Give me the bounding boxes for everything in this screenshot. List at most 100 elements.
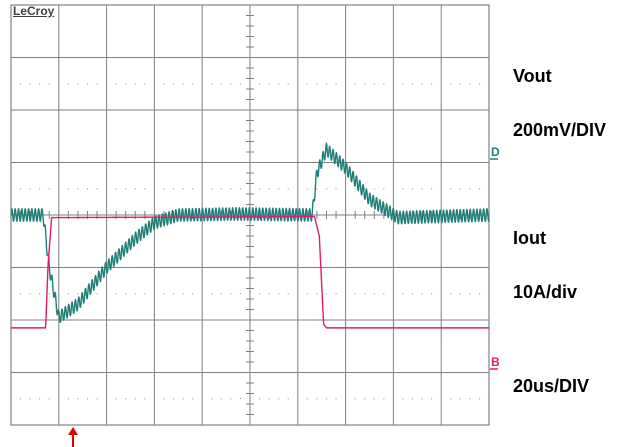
vout-scale-label: 200mV/DIV [513, 120, 607, 140]
grid-dot [364, 83, 366, 85]
grid-dot [220, 83, 222, 85]
grid-dot [459, 398, 461, 400]
grid-dot [29, 398, 31, 400]
grid-dot [268, 398, 270, 400]
grid-dot [220, 293, 222, 295]
grid-dot [230, 293, 232, 295]
grid-dot [383, 293, 385, 295]
channel-b-marker: B [491, 355, 500, 369]
grid-dot [239, 83, 242, 85]
grid-dot [163, 293, 165, 295]
grid-dot [144, 188, 146, 190]
grid-dot [421, 293, 423, 295]
grid-dot [29, 293, 31, 295]
grid-dot [19, 83, 22, 85]
grid-dot [411, 83, 414, 85]
grid-dot [278, 293, 280, 295]
trace-iout [10, 215, 490, 329]
grid-dot [383, 398, 385, 400]
grid-dot [86, 398, 89, 400]
grid-dot [373, 398, 375, 400]
grid-dot [421, 83, 423, 85]
grid-dot [354, 398, 356, 400]
grid-dot [306, 188, 308, 190]
grid-dot [182, 188, 184, 190]
grid-dot [96, 188, 98, 190]
grid-dot [354, 83, 356, 85]
grid-dot [115, 83, 117, 85]
grid-dot [335, 188, 337, 190]
grid-dot [115, 188, 117, 190]
trigger-arrow-icon [68, 427, 78, 447]
grid-dot [287, 188, 289, 190]
grid-dot [268, 293, 270, 295]
grid-dot [411, 188, 414, 190]
brand-logo: LeCroy [13, 4, 55, 18]
grid-dot [325, 398, 328, 400]
grid-dot [134, 398, 136, 400]
grid-dot [48, 293, 50, 295]
grid-dot [268, 83, 270, 85]
grid-dot [48, 398, 50, 400]
grid-dot [125, 83, 127, 85]
grid-dot [421, 398, 423, 400]
grid-dot [230, 398, 232, 400]
grid-dot [239, 293, 242, 295]
grid-dot [134, 188, 136, 190]
grid-dot [192, 398, 194, 400]
grid-dot [316, 188, 318, 190]
grid-dot [86, 188, 89, 190]
grid-dot [316, 398, 318, 400]
grid-dot [220, 398, 222, 400]
grid-dot [19, 188, 22, 190]
grid-dot [125, 293, 127, 295]
grid-dot [39, 188, 41, 190]
grid-dot [39, 83, 41, 85]
grid-dot [182, 293, 184, 295]
grid-dot [469, 83, 471, 85]
grid-dot [230, 188, 232, 190]
grid-dot [402, 83, 404, 85]
grid-dot [163, 83, 165, 85]
grid-dot [287, 293, 289, 295]
grid-dot [192, 83, 194, 85]
grid-dot [134, 293, 136, 295]
grid-dot [421, 188, 423, 190]
grid-dot [96, 398, 98, 400]
grid-dot [220, 188, 222, 190]
scope-traces [10, 142, 490, 329]
grid-dot [469, 398, 471, 400]
grid-dot [287, 398, 289, 400]
grid-dot [383, 83, 385, 85]
grid-dot [77, 398, 79, 400]
grid-dot [258, 398, 261, 400]
grid-dot [325, 188, 328, 190]
grid-dot [459, 83, 461, 85]
grid-dot [115, 293, 117, 295]
grid-dot [48, 188, 50, 190]
grid-dot [306, 83, 308, 85]
grid-dot [411, 398, 414, 400]
grid-dot [125, 188, 127, 190]
grid-dot [211, 188, 213, 190]
grid-dot [373, 83, 375, 85]
grid-dot [459, 188, 461, 190]
grid-dot [316, 83, 318, 85]
grid-dot [77, 83, 79, 85]
grid-dot [163, 398, 165, 400]
grid-dot [431, 83, 433, 85]
grid-dot [192, 293, 194, 295]
grid-dot [192, 188, 194, 190]
grid-dot [469, 188, 471, 190]
time-scale-label: 20us/DIV [513, 376, 590, 396]
grid-dot [144, 83, 146, 85]
grid-dot [354, 188, 356, 190]
grid-dot [86, 83, 89, 85]
grid-dot [182, 398, 184, 400]
grid-dot [431, 398, 433, 400]
grid-dot [431, 293, 433, 295]
grid-dot [402, 398, 404, 400]
grid-dot [306, 398, 308, 400]
grid-dot [258, 83, 261, 85]
